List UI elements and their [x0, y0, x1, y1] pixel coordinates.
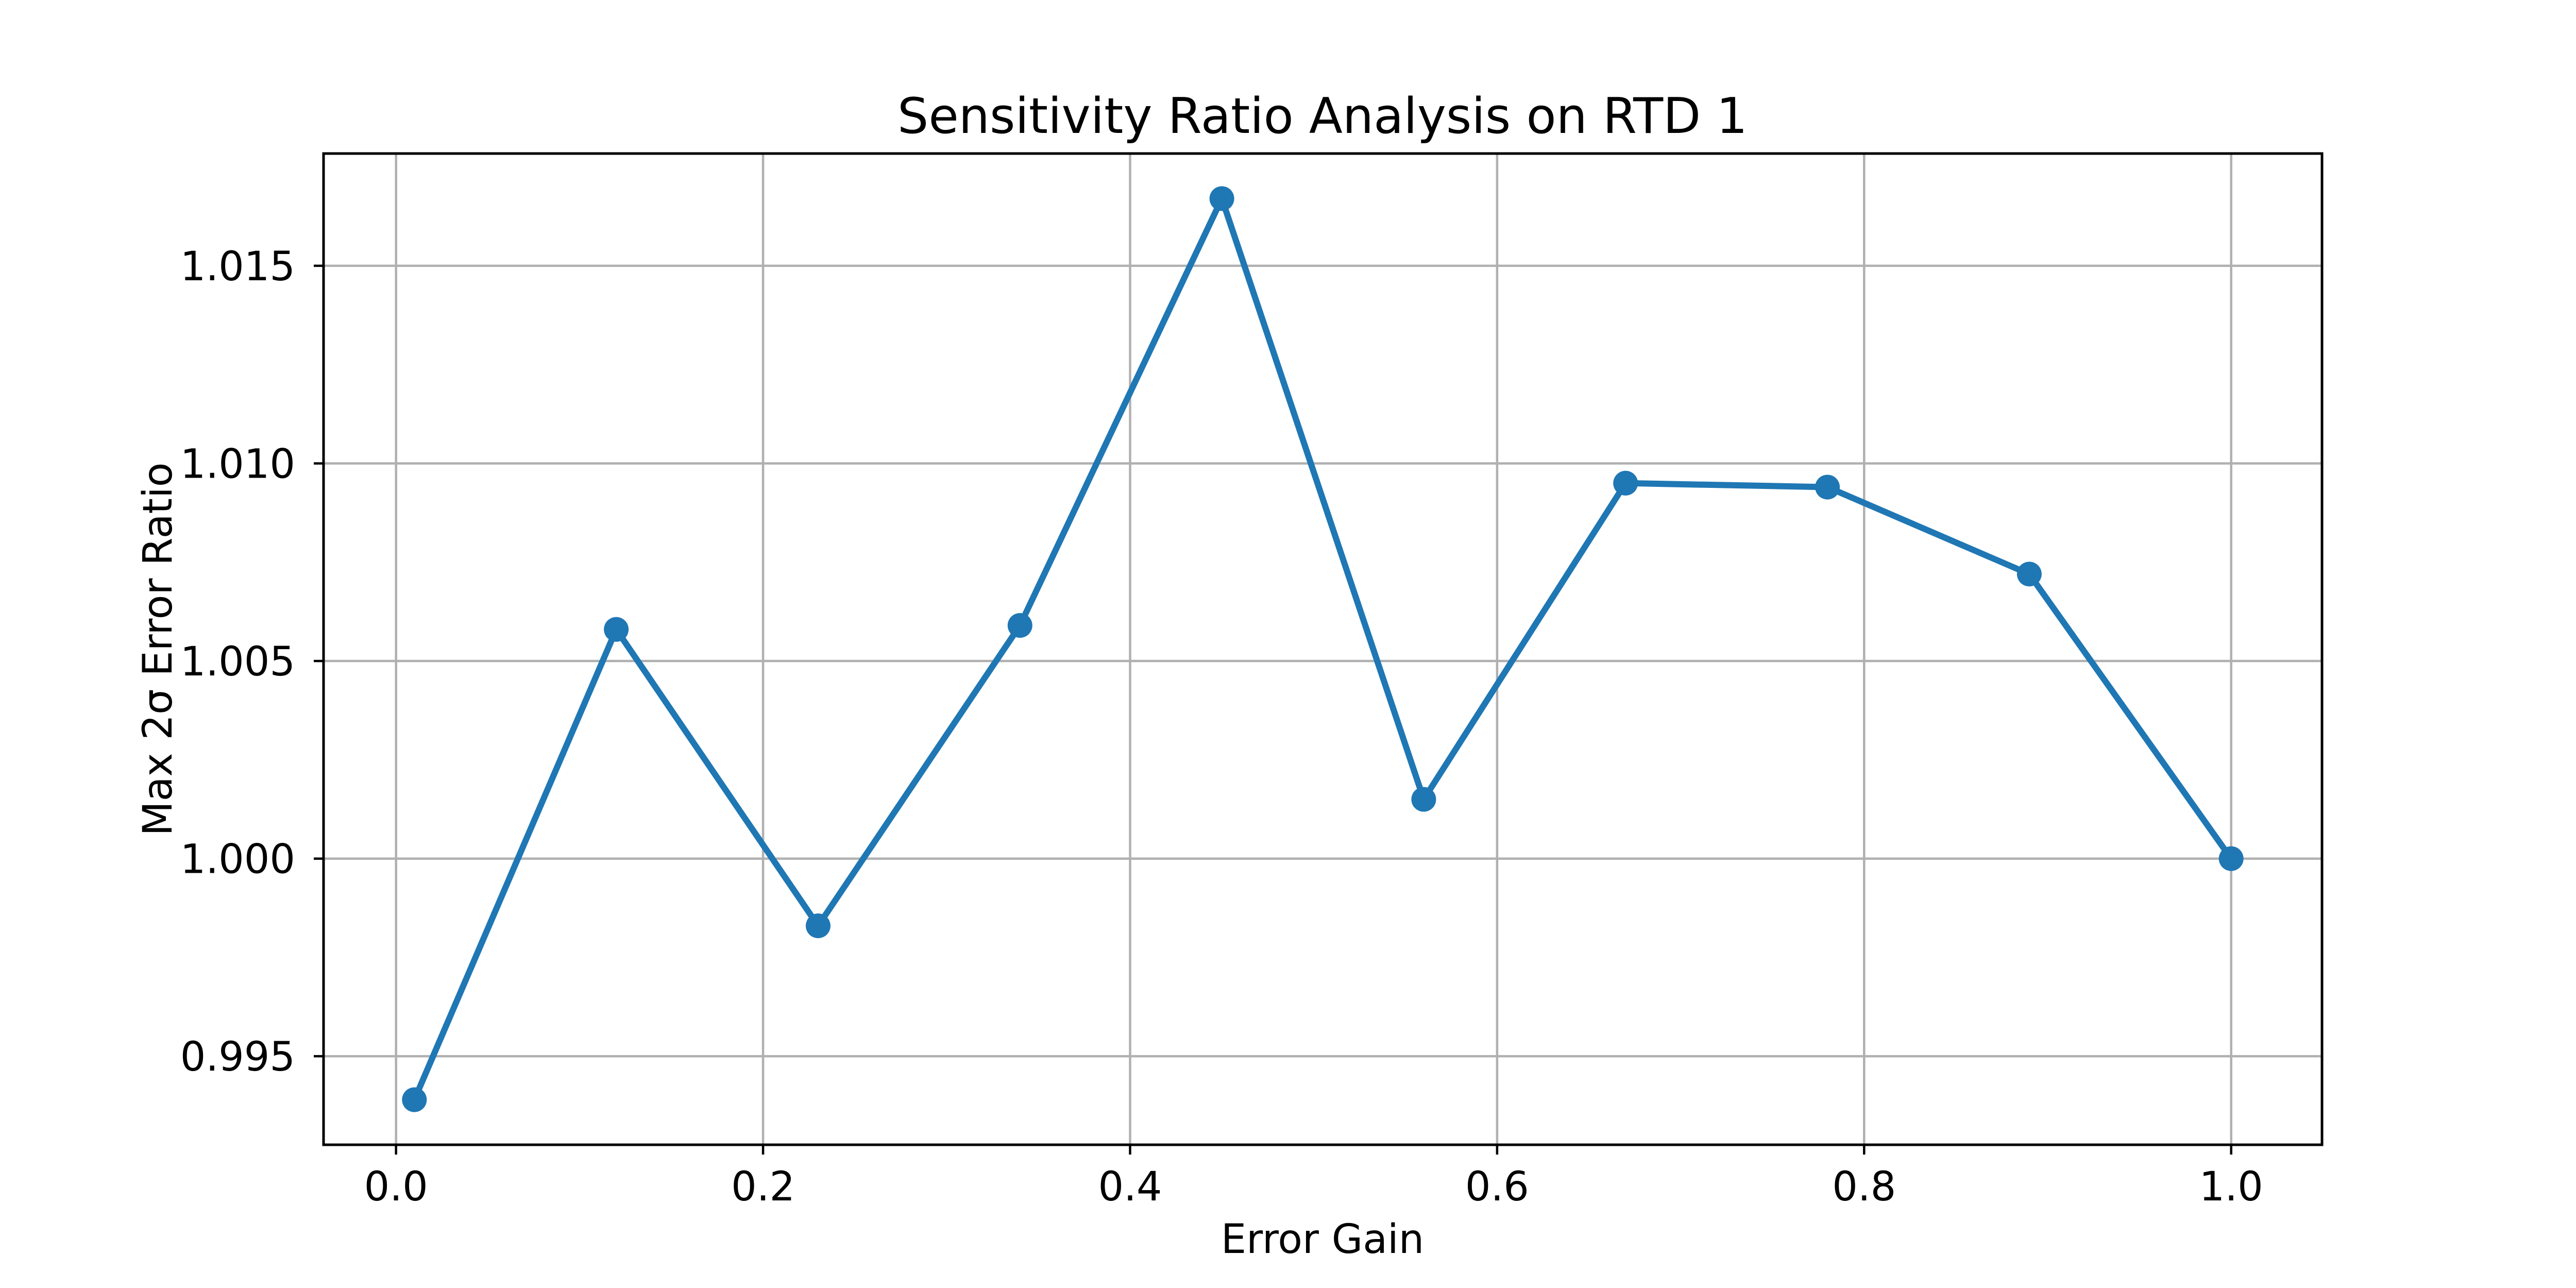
- y-axis-label: Max 2σ Error Ratio: [135, 462, 181, 836]
- tick-labels: 0.0 0.2 0.4 0.6 0.8 1.0 0.995 1.000 1.005 1.010 1.…: [180, 244, 2263, 1210]
- data-point-marker: [1411, 787, 1436, 812]
- x-tick-label: 1.0: [2199, 1164, 2263, 1210]
- chart-title: Sensitivity Ratio Analysis on RTD 1: [897, 88, 1748, 145]
- y-tick-label: 1.015: [180, 244, 295, 290]
- axes-spines: [322, 152, 2324, 1146]
- x-axis-label: Error Gain: [1221, 1216, 1424, 1263]
- data-point-marker: [1209, 186, 1234, 211]
- y-tick-label: 0.995: [180, 1034, 295, 1080]
- x-tick-label: 0.6: [1465, 1164, 1529, 1210]
- y-tick-label: 1.000: [180, 837, 295, 883]
- data-series: [402, 186, 2244, 1112]
- grid-lines: [324, 154, 2322, 1145]
- y-tick-label: 1.010: [180, 441, 295, 487]
- data-point-marker: [1007, 613, 1032, 638]
- x-tick-label: 0.8: [1832, 1164, 1896, 1210]
- data-point-marker: [604, 617, 629, 642]
- data-point-marker: [2016, 562, 2042, 587]
- data-line: [411, 195, 2234, 1103]
- x-tick-label: 0.0: [364, 1164, 428, 1210]
- data-point-marker: [2218, 846, 2244, 871]
- data-point-marker: [805, 913, 831, 939]
- plot-area-background: [324, 154, 2322, 1145]
- data-point-marker: [1815, 474, 1840, 500]
- data-point-marker: [1613, 470, 1638, 496]
- x-tick-label: 0.2: [731, 1164, 795, 1210]
- axis-ticks: [314, 264, 2232, 1155]
- data-point-marker: [402, 1087, 427, 1112]
- y-tick-label: 1.005: [180, 639, 295, 685]
- plot-border: [322, 152, 2324, 1146]
- x-tick-label: 0.4: [1098, 1164, 1162, 1210]
